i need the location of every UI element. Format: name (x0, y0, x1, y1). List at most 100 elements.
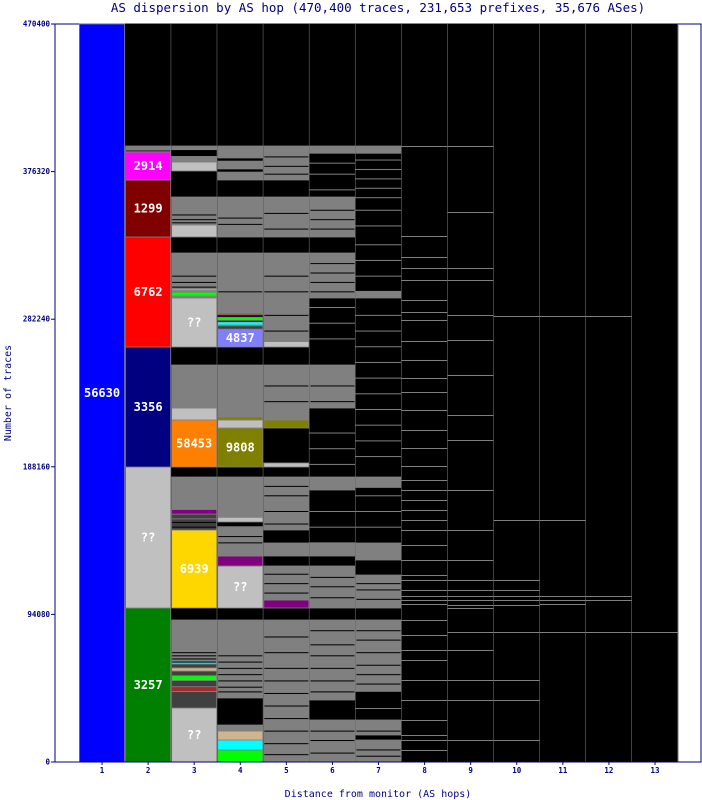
segment-line-dark (218, 542, 263, 544)
segment-line-dark (264, 652, 309, 654)
segment-line (447, 279, 494, 281)
segment-line-dark (310, 667, 355, 669)
y-tick-label: 188160 (23, 462, 51, 471)
bar-segment (309, 364, 356, 409)
segment-line-dark (310, 680, 355, 682)
segment-line (309, 542, 356, 544)
segment-line (401, 391, 448, 393)
segment-line (493, 520, 540, 522)
segment-line (401, 560, 448, 562)
bar-segment (309, 196, 356, 238)
segment-line (447, 314, 494, 316)
bar-segment (309, 619, 356, 701)
segment-line-dark (264, 592, 309, 594)
segment-line (355, 510, 402, 512)
bar-segment (125, 607, 172, 763)
segment-line (401, 720, 448, 722)
segment-line (447, 340, 494, 342)
segment-line-dark (172, 281, 217, 283)
segment-line (401, 740, 448, 742)
segment-line-dark (218, 291, 263, 293)
bar-segment (171, 476, 218, 510)
x-tick-label: 12 (604, 766, 613, 775)
segment-line-dark (356, 749, 401, 751)
segment-line (355, 495, 402, 497)
segment-line (447, 632, 494, 634)
segment-line-dark (218, 680, 263, 682)
column-background (493, 24, 540, 762)
segment-line (355, 244, 402, 246)
bar-segment (171, 686, 218, 692)
segment-line (447, 607, 494, 609)
segment-line (401, 145, 448, 147)
segment-line (493, 579, 540, 581)
bar-segment (171, 691, 218, 709)
bar-segment (125, 346, 172, 468)
segment-line-dark (264, 156, 309, 158)
column-11 (539, 24, 587, 762)
bar-segment (263, 542, 310, 557)
segment-line-dark (310, 586, 355, 588)
segment-line (355, 178, 402, 180)
segment-line (309, 322, 356, 324)
segment-line (401, 649, 448, 651)
segment-line (355, 225, 402, 227)
segment-line (401, 236, 448, 238)
x-tick-label: 13 (650, 766, 660, 775)
segment-line (401, 749, 448, 751)
segment-line (447, 145, 494, 147)
segment-line (585, 315, 632, 317)
segment-line (401, 448, 448, 450)
segment-line (355, 330, 402, 332)
segment-line (493, 590, 540, 592)
bar-segment (217, 364, 264, 418)
bar-segment (263, 145, 310, 181)
bar-segment (171, 513, 218, 520)
segment-line-dark (172, 521, 217, 523)
segment-line (309, 173, 356, 175)
x-tick-label: 7 (376, 766, 381, 775)
y-tick-label: 94080 (27, 610, 50, 619)
segment-line-dark (264, 485, 309, 487)
segment-line-dark (310, 740, 355, 742)
segment-line (355, 187, 402, 189)
chart-title: AS dispersion by AS hop (470,400 traces,… (111, 0, 645, 15)
segment-line (401, 299, 448, 301)
segment-line-dark (310, 219, 355, 221)
column-9 (447, 24, 495, 762)
segment-line-dark (264, 314, 309, 316)
bar-segment (309, 476, 356, 491)
segment-line (401, 311, 448, 313)
bar-segment (171, 419, 218, 468)
segment-line (355, 159, 402, 161)
segment-line (401, 359, 448, 361)
segment-line-dark (264, 275, 309, 277)
segment-line (401, 479, 448, 481)
segment-label: 56630 (84, 386, 120, 400)
bar-segment (171, 161, 218, 172)
segment-line-dark (264, 495, 309, 497)
segment-line (401, 429, 448, 431)
segment-line (539, 315, 586, 317)
segment-line (447, 211, 494, 213)
segment-label: ?? (141, 531, 155, 545)
segment-line (493, 605, 540, 607)
segment-line-dark (356, 674, 401, 676)
segment-line-dark (218, 661, 263, 663)
bar-segment (263, 341, 310, 348)
segment-line-dark (218, 655, 263, 657)
bar-segment (79, 23, 125, 763)
segment-line (585, 632, 632, 634)
bar-segment (355, 574, 402, 609)
segment-line-dark (264, 385, 309, 387)
segment-line-dark (356, 652, 401, 654)
segment-line-dark (310, 597, 355, 599)
segment-line-dark (264, 165, 309, 167)
bar-segment (125, 236, 172, 348)
bar-segment (171, 667, 218, 672)
column-5 (263, 24, 310, 763)
column-background (447, 24, 494, 762)
segment-label: 9808 (226, 441, 255, 455)
bar-segment (171, 224, 218, 238)
